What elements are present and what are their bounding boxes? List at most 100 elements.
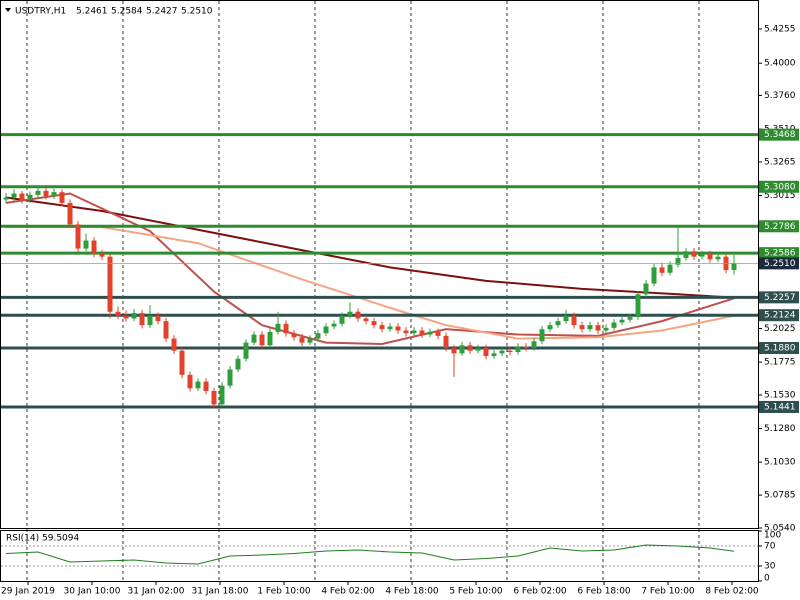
- menu-icon: [5, 8, 11, 12]
- candle-body: [155, 315, 161, 322]
- candle-body: [83, 240, 89, 249]
- y-tick-label: 5.2025: [764, 324, 796, 334]
- candle-body: [731, 263, 737, 270]
- rsi-tick-label: 0: [764, 574, 770, 584]
- candle-body: [451, 347, 457, 354]
- y-tick-label: 5.0540: [764, 524, 796, 534]
- high-label: 5.2584: [111, 7, 143, 17]
- level-label-box: [759, 291, 799, 304]
- candle-body: [243, 342, 249, 359]
- candle-body: [459, 345, 465, 354]
- candle-body: [355, 311, 361, 319]
- candle-body: [219, 385, 225, 405]
- level-label: 5.3080: [764, 182, 796, 192]
- x-tick-label: 31 Jan 02:00: [128, 587, 185, 597]
- x-tick-label: 7 Feb 10:00: [641, 587, 695, 597]
- candle-body: [107, 256, 113, 312]
- rsi-tick-label: 30: [764, 562, 776, 572]
- candle-body: [467, 345, 473, 351]
- candle-body: [547, 325, 553, 330]
- candle-body: [595, 325, 601, 331]
- y-tick-label: 5.4000: [764, 59, 796, 69]
- candle-body: [411, 330, 417, 334]
- candle-body: [603, 327, 609, 331]
- candle-body: [315, 333, 321, 339]
- candle-body: [699, 253, 705, 257]
- x-tick-label: 4 Feb 18:00: [385, 587, 439, 597]
- candle-body: [139, 313, 145, 326]
- rsi-tick-label: 100: [764, 531, 781, 541]
- candle-body: [499, 350, 505, 354]
- candle-body: [275, 323, 281, 332]
- candle-body: [403, 330, 409, 334]
- candle-body: [555, 321, 561, 326]
- candle-body: [123, 315, 129, 319]
- x-tick-label: 6 Feb 18:00: [577, 587, 631, 597]
- candle-body: [523, 346, 529, 348]
- candle-body: [587, 325, 593, 330]
- y-tick-label: 5.3760: [764, 91, 796, 101]
- level-label-box: [759, 400, 799, 413]
- candle-body: [147, 315, 153, 326]
- rsi-panel: [0, 530, 759, 582]
- candle-body: [35, 190, 41, 195]
- rsi-tick-label: 70: [764, 542, 776, 552]
- candle-body: [579, 325, 585, 330]
- candle-body: [635, 294, 641, 318]
- candle-body: [715, 256, 721, 260]
- candle-body: [675, 257, 681, 265]
- candle-body: [27, 194, 33, 201]
- level-label: 5.2586: [764, 249, 796, 259]
- candle-body: [627, 317, 633, 320]
- candle-body: [371, 321, 377, 326]
- candle-body: [571, 315, 577, 326]
- level-label-box: [759, 180, 799, 193]
- candle-body: [707, 253, 713, 260]
- candle-body: [667, 264, 673, 273]
- candle-body: [347, 311, 353, 316]
- candle-body: [563, 315, 569, 322]
- level-label: 5.1880: [764, 343, 796, 353]
- x-tick-label: 31 Jan 18:00: [192, 587, 249, 597]
- candle-body: [227, 369, 233, 386]
- candle-body: [619, 319, 625, 323]
- candle-body: [259, 334, 265, 346]
- candle-body: [51, 192, 57, 197]
- level-label-box: [759, 128, 799, 141]
- candle-body: [203, 381, 209, 391]
- x-tick-label: 29 Jan 2019: [1, 587, 55, 597]
- candle-body: [131, 313, 137, 319]
- candle-body: [659, 267, 665, 273]
- candle-body: [19, 193, 25, 201]
- y-tick-label: 5.1530: [764, 391, 796, 401]
- candle-body: [115, 311, 121, 316]
- x-tick-label: 6 Feb 02:00: [513, 587, 567, 597]
- rsi-line: [5, 544, 735, 565]
- candle-body: [491, 353, 497, 357]
- candle-body: [683, 251, 689, 258]
- candle-body: [75, 224, 81, 249]
- candle-body: [99, 253, 105, 257]
- candle-body: [195, 381, 201, 389]
- candle-body: [363, 318, 369, 322]
- level-label: 5.2786: [764, 222, 796, 232]
- rsi-name: RSI(14): [6, 534, 39, 544]
- x-tick-label: 30 Jan 10:00: [64, 587, 121, 597]
- candle-body: [307, 338, 313, 343]
- candle-body: [59, 192, 65, 203]
- current-price-label: 5.2510: [764, 259, 796, 269]
- y-tick-label: 5.1775: [764, 358, 796, 368]
- candle-body: [3, 197, 9, 200]
- candle-body: [299, 337, 305, 343]
- candle-body: [11, 193, 17, 198]
- level-label: 5.2124: [764, 311, 796, 321]
- y-tick-label: 5.0785: [764, 491, 796, 501]
- close-label: 5.2510: [181, 7, 213, 17]
- candle-body: [251, 334, 257, 343]
- candle-body: [427, 331, 433, 335]
- level-label: 5.2257: [764, 293, 796, 303]
- open-label: 5.2461: [76, 7, 108, 17]
- candle-body: [611, 322, 617, 328]
- candle-body: [67, 202, 73, 225]
- candle-body: [331, 323, 337, 327]
